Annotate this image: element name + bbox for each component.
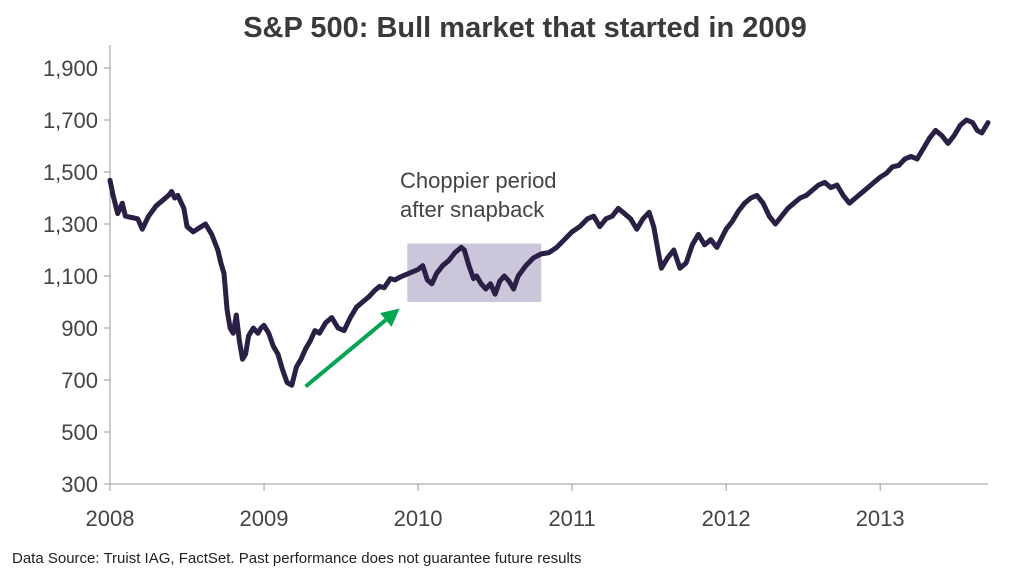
x-tick-label: 2010 <box>394 506 443 531</box>
annotation-text: after snapback <box>400 197 545 222</box>
y-tick-label: 1,500 <box>43 160 98 185</box>
series-layer <box>107 117 991 388</box>
source-note: Data Source: Truist IAG, FactSet. Past p… <box>12 550 582 567</box>
y-tick-label: 500 <box>61 420 98 445</box>
axes <box>104 45 988 491</box>
chart: 300 500 700 900 1,100 1,300 1,500 1,700 1,900 200… <box>43 45 991 531</box>
tick-labels: 300 500 700 900 1,100 1,300 1,500 1,700 1,900 200… <box>43 56 905 531</box>
x-tick-label: 2008 <box>86 506 135 531</box>
y-tick-label: 1,300 <box>43 212 98 237</box>
y-tick-label: 1,100 <box>43 264 98 289</box>
y-tick-label: 900 <box>61 316 98 341</box>
annotation-layer: Choppier period after snapback <box>304 168 557 389</box>
y-tick-label: 1,900 <box>43 56 98 81</box>
x-tick-label: 2009 <box>240 506 289 531</box>
y-tick-label: 1,700 <box>43 108 98 133</box>
chart-title: S&P 500: Bull market that started in 200… <box>243 12 807 44</box>
x-tick-label: 2011 <box>548 506 595 531</box>
arrow-shaft <box>304 318 388 389</box>
series-line <box>107 117 991 388</box>
arrow-head <box>380 308 400 327</box>
x-tick-label: 2012 <box>702 506 751 531</box>
x-tick-label: 2013 <box>856 506 905 531</box>
y-tick-label: 700 <box>61 368 98 393</box>
y-tick-label: 300 <box>61 472 98 497</box>
annotation-text: Choppier period <box>400 168 557 193</box>
